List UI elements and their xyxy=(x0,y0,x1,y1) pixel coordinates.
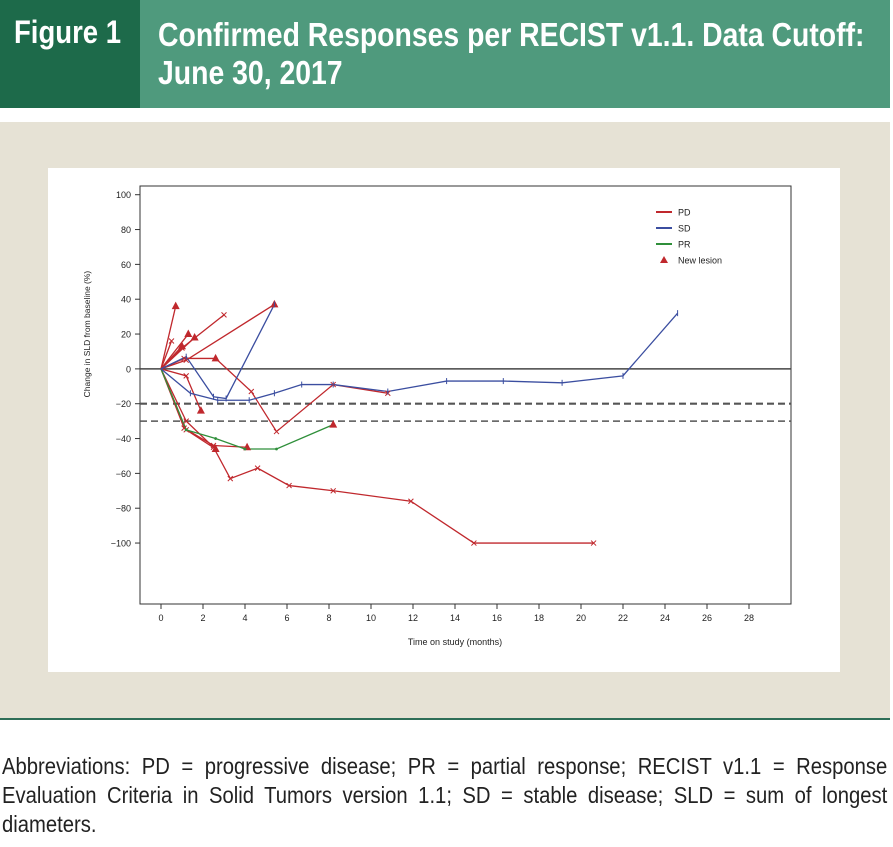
data-point-pd xyxy=(227,475,234,482)
data-point-pd xyxy=(221,312,227,318)
x-tick-label: 4 xyxy=(242,613,247,623)
y-tick-label: 20 xyxy=(121,330,131,340)
y-tick-label: 80 xyxy=(121,225,131,235)
y-tick-label: −20 xyxy=(116,399,131,409)
new-lesion-marker xyxy=(211,353,220,362)
figure-caption: Abbreviations: PD = progressive disease;… xyxy=(2,753,888,837)
data-point-pd xyxy=(210,442,217,449)
y-tick-label: −100 xyxy=(111,539,131,549)
new-lesion-marker xyxy=(190,333,199,341)
series-line-pd xyxy=(160,340,173,370)
figure-header: Figure 1 Confirmed Responses per RECIST … xyxy=(0,0,890,108)
x-tick-label: 16 xyxy=(492,613,502,623)
data-point-pd xyxy=(210,444,217,451)
data-point-pr xyxy=(214,437,218,440)
chart-container: 100 80 60 40 20 0 −20 −40 −60 −80 −100 0 2 4 6 8 10 12 14 1… xyxy=(48,168,840,672)
x-tick-label: 2 xyxy=(200,613,205,623)
data-point-pd xyxy=(273,428,280,435)
y-tick-label: −80 xyxy=(116,504,131,514)
x-axis-label: Time on study (months) xyxy=(408,637,502,647)
x-tick-label: 6 xyxy=(284,613,289,623)
legend-label: PD xyxy=(678,208,691,218)
data-point-pr xyxy=(184,428,188,432)
new-lesion-marker xyxy=(178,341,186,350)
new-lesion-marker xyxy=(184,329,193,338)
series-line-pr xyxy=(160,368,334,450)
figure-title: Confirmed Responses per RECIST v1.1. Dat… xyxy=(158,16,865,91)
x-tick-label: 26 xyxy=(702,613,712,623)
x-tick-label: 10 xyxy=(366,613,376,623)
series-line-sd xyxy=(160,312,679,401)
y-tick-label: 40 xyxy=(121,295,131,305)
x-tick-label: 14 xyxy=(450,613,460,623)
y-tick-label: 0 xyxy=(126,364,131,374)
legend-swatch-new-lesion xyxy=(660,256,668,263)
data-point-pd xyxy=(590,540,597,546)
y-tick-label: −60 xyxy=(116,469,131,479)
plot-frame xyxy=(139,185,792,605)
series-line-pd xyxy=(160,333,189,370)
data-point-pd xyxy=(183,418,190,424)
x-tick-label: 20 xyxy=(576,613,586,623)
data-point-pr xyxy=(275,447,278,451)
data-point-pd xyxy=(471,540,477,546)
x-tick-label: 8 xyxy=(326,613,331,623)
legend-label: PR xyxy=(678,240,691,250)
data-point-pr xyxy=(243,447,247,451)
data-point-pd xyxy=(183,372,190,379)
y-axis-label: Change in SLD from baseline (%) xyxy=(82,271,92,398)
new-lesion-marker xyxy=(329,420,338,428)
x-tick-label: 24 xyxy=(660,613,670,623)
y-tick-label: 100 xyxy=(116,190,131,200)
figure-title-box: Confirmed Responses per RECIST v1.1. Dat… xyxy=(140,0,890,108)
x-tick-label: 22 xyxy=(618,613,628,623)
data-point-pd xyxy=(168,338,175,344)
new-lesion-marker xyxy=(171,301,180,310)
y-tick-label: 60 xyxy=(121,260,131,270)
data-point-pd xyxy=(254,465,261,472)
data-point-pd xyxy=(330,487,337,494)
data-point-pd xyxy=(408,498,414,505)
data-point-pd xyxy=(179,345,185,351)
figure-caption-box: Abbreviations: PD = progressive disease;… xyxy=(2,752,888,839)
series-line-pd xyxy=(160,306,177,370)
figure-label-box: Figure 1 xyxy=(0,0,140,108)
figure-label: Figure 1 xyxy=(14,14,122,50)
x-tick-label: 18 xyxy=(534,613,544,623)
data-point-pd xyxy=(248,388,255,395)
x-tick-label: 28 xyxy=(744,613,754,623)
series-line-pd xyxy=(160,368,594,544)
x-tick-label: 0 xyxy=(158,613,163,623)
new-lesion-marker xyxy=(196,406,205,414)
data-point-pd xyxy=(286,482,292,489)
legend-label: SD xyxy=(678,224,691,234)
figure-panel: 100 80 60 40 20 0 −20 −40 −60 −80 −100 0 2 4 6 8 10 12 14 1… xyxy=(0,122,890,720)
y-tick-label: −40 xyxy=(116,434,131,444)
legend-label: New lesion xyxy=(678,256,722,266)
x-tick-label: 12 xyxy=(408,613,418,623)
